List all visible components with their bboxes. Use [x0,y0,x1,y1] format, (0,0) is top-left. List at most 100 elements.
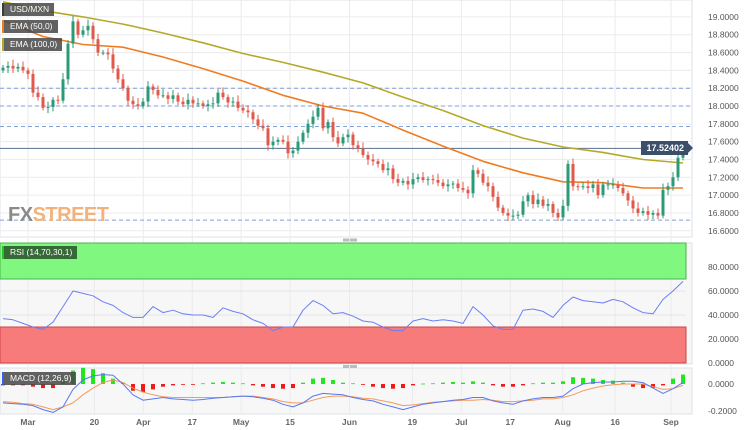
rsi-overbought-zone [0,242,687,280]
candle-down [91,25,95,40]
candle-up [141,101,145,107]
candle-up [51,99,55,107]
candle-up [511,215,515,217]
legend-rsi[interactable]: RSI (14,70,30,1) [2,246,78,259]
macd-histogram-bar [401,384,405,389]
macd-histogram-bar [391,384,395,389]
macd-histogram-bar [291,384,295,389]
price-axis-label: 17.8000 [708,119,739,129]
candle-down [631,200,635,209]
pane-resize-handle [343,365,357,368]
x-tick-label: Mar [20,417,36,427]
candle-up [426,179,430,181]
macd-histogram-bar [641,384,645,389]
rsi-line [2,281,684,332]
macd-histogram-bar [531,383,535,385]
candle-up [81,30,85,35]
macd-histogram-bar [471,381,475,384]
candle-up [346,134,350,138]
macd-histogram-bar [251,384,255,386]
x-tick-label: 19 [408,417,418,427]
ema100-line [2,1,684,164]
price-axis-label: 17.4000 [708,154,739,164]
candle-down [491,186,495,197]
x-tick-label: 20 [90,417,100,427]
candle-down [356,145,360,149]
macd-histogram-bar [681,374,685,384]
x-tick-label: Apr [136,417,151,427]
legend-ema50[interactable]: EMA (50,0) [2,20,58,33]
candle-down [286,141,290,154]
candle-up [16,66,20,69]
x-tick-label: 17 [506,417,516,427]
legend-symbol[interactable]: USD/MXN [2,3,55,16]
legend-ema100[interactable]: EMA (100,0) [2,38,63,51]
macd-histogram-bar [661,384,665,386]
macd-histogram-bar [201,383,205,385]
rsi-axis-label: 40.0000 [708,310,739,320]
macd-histogram-bar [121,382,125,384]
candle-down [586,186,590,188]
candle-down [376,161,380,164]
fxstreet-watermark: FXSTREET [8,204,109,227]
macd-histogram-bar [311,378,315,384]
x-tick-label: 16 [610,417,620,427]
price-axis-label: 19.0000 [708,12,739,22]
macd-histogram-bar [141,384,145,393]
candle-up [146,86,150,102]
candle-up [301,132,305,142]
legend-macd[interactable]: MACD (12,26,9) [2,372,77,385]
candle-down [486,182,490,187]
candle-up [326,122,330,129]
candle-up [416,177,420,180]
macd-pane [0,367,693,415]
x-tick-label: May [233,417,250,427]
candle-down [646,211,650,215]
price-axis-label: 18.0000 [708,101,739,111]
candle-down [371,159,375,162]
candle-down [151,86,155,90]
candle-down [26,70,30,74]
candle-down [531,195,535,205]
macd-histogram-bar [521,384,525,386]
candle-up [676,157,680,178]
price-axis-label: 18.4000 [708,65,739,75]
macd-histogram-bar [551,382,555,384]
macd-histogram-bar [371,384,375,387]
macd-histogram-bar [81,367,85,384]
x-tick-label: Sep [663,417,679,427]
candle-up [66,43,70,80]
candle-up [561,205,565,218]
candle-up [581,186,585,188]
macd-histogram-bar [161,384,165,387]
candle-down [116,68,120,80]
candle-up [341,137,345,144]
macd-histogram-bar [421,383,425,385]
price-axis-label: 18.2000 [708,83,739,93]
candle-up [316,107,320,117]
candle-down [406,180,410,185]
x-tick-label: 17 [187,417,197,427]
macd-histogram-bar [441,382,445,384]
price-axis-label: 18.6000 [708,48,739,58]
candle-up [651,212,655,215]
candle-up [411,179,415,185]
candle-up [276,139,280,142]
candle-up [101,52,105,54]
macd-histogram-bar [541,382,545,384]
rsi-axis-label: 80.0000 [708,262,739,272]
candle-up [86,25,90,31]
watermark-fx: FX [8,204,33,226]
candle-up [171,95,175,99]
macd-axis-label: -0.2000 [708,406,737,416]
candle-down [156,89,160,96]
candle-down [361,148,365,156]
rsi-axis-label: 60.0000 [708,286,739,296]
macd-histogram-bar [451,381,455,384]
price-axis-label: 18.8000 [708,30,739,40]
candle-down [41,97,45,108]
candle-up [161,95,165,97]
macd-histogram-bar [31,384,35,387]
rsi-axis-label: 0.0000 [708,358,734,368]
macd-histogram-bar [231,382,235,384]
